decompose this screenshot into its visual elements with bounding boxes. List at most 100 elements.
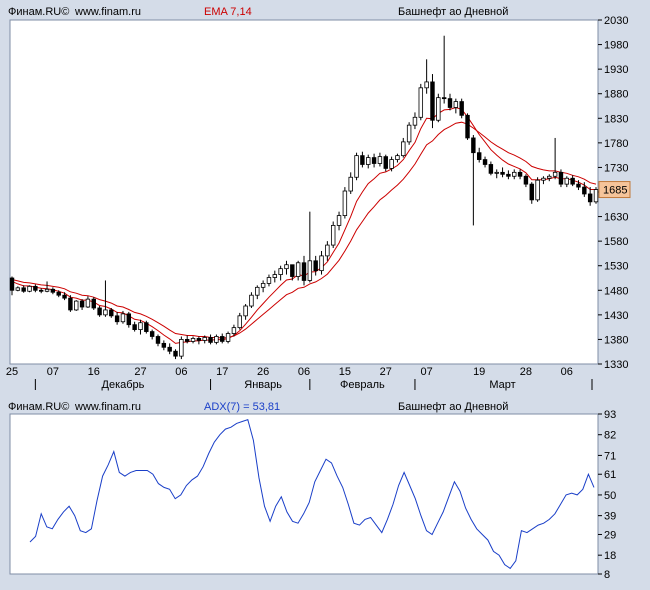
bottom-instrument-label: Башнефт ао Дневной <box>398 401 509 413</box>
candle-body <box>138 322 143 331</box>
candle <box>523 174 529 188</box>
adx-line-chart: 93 82 71 61 50 39 29 18 8 <box>9 409 616 581</box>
candle-body <box>155 336 161 344</box>
candle <box>225 331 231 344</box>
candle <box>342 187 348 219</box>
candle-body <box>424 81 429 89</box>
candle <box>167 343 172 355</box>
top-instrument-label: Башнефт ао Дневной <box>398 6 509 18</box>
candle-body <box>476 152 482 160</box>
candle-body <box>272 274 278 278</box>
candle-body <box>441 97 447 100</box>
x-tick-label: 07 <box>47 366 59 378</box>
candle-body <box>348 176 353 192</box>
candle <box>325 241 330 261</box>
candle-body <box>330 225 336 246</box>
candle <box>103 280 108 317</box>
candle <box>465 113 470 140</box>
candle <box>348 172 353 194</box>
x-tick-label: 06 <box>298 366 310 378</box>
candle <box>138 319 143 335</box>
candle <box>120 310 126 324</box>
candle-body <box>38 289 44 292</box>
candle-body <box>173 350 178 357</box>
last-price-label: 1685 <box>603 185 627 197</box>
candle-body <box>278 268 283 275</box>
x-tick-label: 26 <box>257 366 269 378</box>
candle-body <box>336 215 342 226</box>
candle <box>97 306 102 317</box>
candle <box>290 264 295 281</box>
y-tick-label: 1430 <box>604 310 628 322</box>
candle-body <box>266 277 272 284</box>
candle-body <box>132 324 137 330</box>
candle <box>383 154 388 172</box>
top-source-label: Финам.RU© <box>8 6 70 18</box>
candle <box>430 74 435 129</box>
candle-body <box>167 346 172 352</box>
candle-body <box>237 315 242 329</box>
candle <box>529 182 534 204</box>
candle <box>278 265 283 281</box>
candle <box>38 288 44 294</box>
candle-body <box>301 262 307 281</box>
candle <box>570 175 575 187</box>
y-tick-label: 1880 <box>604 89 628 101</box>
candle <box>377 152 383 167</box>
candle-body <box>494 171 499 174</box>
candle <box>366 154 371 169</box>
month-label: Январь <box>244 379 282 391</box>
candle <box>453 98 459 114</box>
candle-body <box>85 298 91 308</box>
x-tick-label: 07 <box>421 366 433 378</box>
candle-body <box>33 285 38 291</box>
candle <box>512 169 517 180</box>
candle-body <box>436 97 441 121</box>
candle-body <box>506 173 511 177</box>
x-tick-label: 28 <box>520 366 532 378</box>
candle <box>424 59 429 94</box>
candle-body <box>342 190 348 216</box>
candle-body <box>295 262 301 277</box>
bottom-site-link[interactable]: www.finam.ru <box>75 401 142 413</box>
candle <box>214 334 219 345</box>
candle-body <box>225 333 231 342</box>
candle-body <box>482 159 488 165</box>
candle-body <box>15 287 21 291</box>
price-candlestick-chart: 2030198019301880183017801730168016301580… <box>6 15 631 391</box>
candle-body <box>471 137 476 154</box>
candle <box>418 83 424 121</box>
bottom-indicator-label: ADX(7) = 53,81 <box>204 401 281 413</box>
month-label: Март <box>489 379 515 391</box>
adx-y-tick-label: 8 <box>604 569 610 581</box>
candle-body <box>9 277 15 291</box>
candle-body <box>558 171 564 185</box>
candle-body <box>149 331 155 337</box>
y-tick-label: 1830 <box>604 113 628 125</box>
adx-y-tick-label: 39 <box>604 511 616 523</box>
candle <box>307 211 313 283</box>
y-tick-label: 1980 <box>604 40 628 52</box>
candle <box>161 340 167 351</box>
candle <box>173 349 178 360</box>
y-tick-label: 2030 <box>604 15 628 27</box>
candle <box>56 290 61 298</box>
candle <box>255 285 260 300</box>
adx-y-tick-label: 82 <box>604 430 616 442</box>
candle-body <box>319 255 324 272</box>
candle-body <box>313 260 318 272</box>
adx-plot-area <box>9 413 599 575</box>
x-tick-label: 27 <box>134 366 146 378</box>
x-tick-label: 19 <box>473 366 485 378</box>
candle-body <box>488 164 494 174</box>
candle <box>587 187 593 206</box>
candle <box>44 281 50 293</box>
candle-body <box>523 175 529 185</box>
candle <box>488 161 494 176</box>
candle <box>15 286 21 292</box>
month-label: Февраль <box>340 379 385 391</box>
candle-body <box>231 327 237 334</box>
top-site-link[interactable]: www.finam.ru <box>75 6 142 18</box>
candle <box>506 170 511 180</box>
